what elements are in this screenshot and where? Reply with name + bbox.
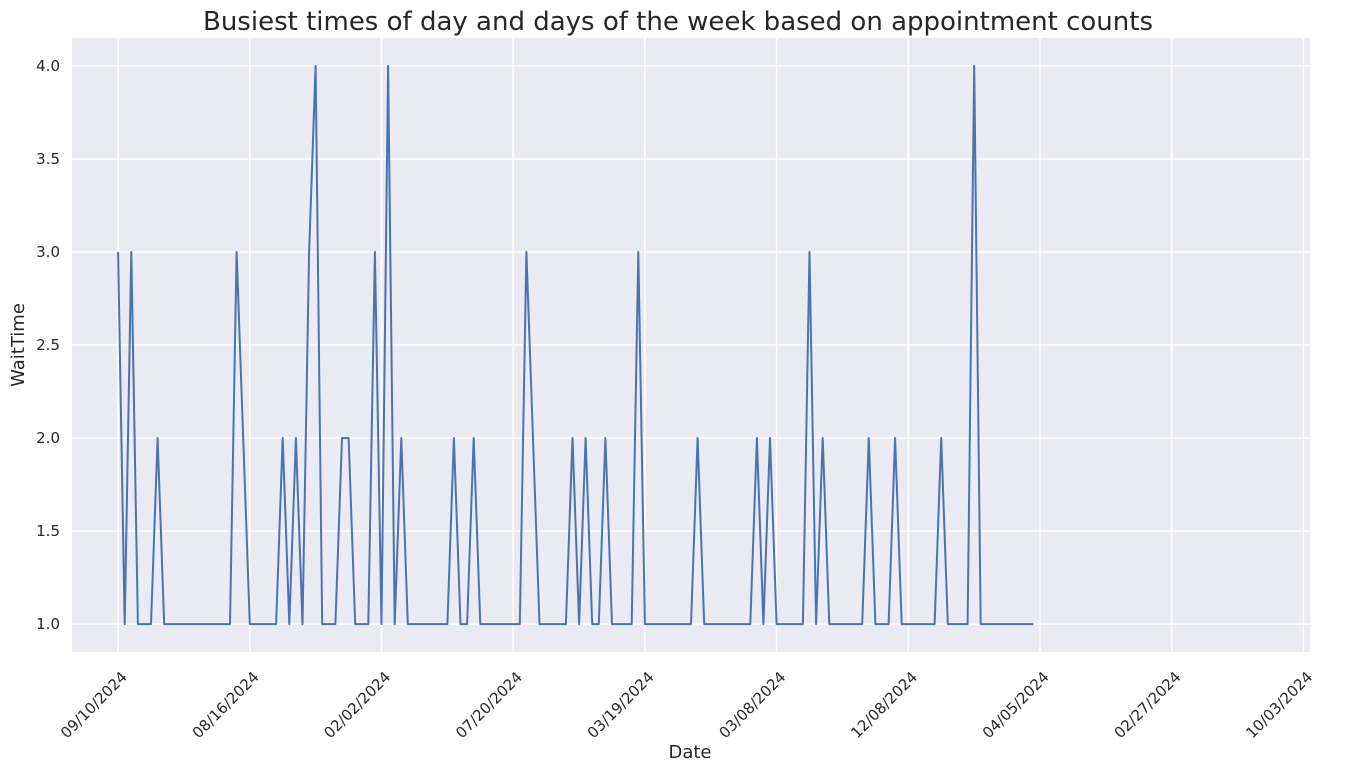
y-tick-label: 3.0 <box>36 243 60 261</box>
x-tick-label: 02/02/2024 <box>320 668 394 742</box>
x-tick-label: 07/20/2024 <box>452 668 526 742</box>
x-axis-label: Date <box>668 742 711 763</box>
y-axis-label: WaitTime <box>8 303 29 387</box>
y-tick-label: 2.0 <box>36 429 60 447</box>
y-tick-labels: 1.0 1.5 2.0 2.5 3.0 3.5 4.0 <box>36 57 60 633</box>
y-tick-label: 1.0 <box>36 615 60 633</box>
series-line <box>117 64 1034 626</box>
x-tick-label: 12/08/2024 <box>847 668 921 742</box>
y-tick-label: 1.5 <box>36 522 60 540</box>
x-tick-label: 04/05/2024 <box>979 668 1053 742</box>
x-tick-label: 03/19/2024 <box>584 668 658 742</box>
gridlines <box>72 38 1310 652</box>
y-tick-label: 3.5 <box>36 150 60 168</box>
y-tick-label: 2.5 <box>36 336 60 354</box>
x-tick-label: 09/10/2024 <box>57 668 131 742</box>
x-tick-label: 08/16/2024 <box>189 668 263 742</box>
x-tick-label: 03/08/2024 <box>715 668 789 742</box>
x-tick-labels: 09/10/2024 08/16/2024 02/02/2024 07/20/2024… <box>57 668 1316 742</box>
chart-title: Busiest times of day and days of the wee… <box>203 7 1153 37</box>
y-tick-label: 4.0 <box>36 57 60 75</box>
series-layer <box>117 64 1034 626</box>
x-tick-label: 02/27/2024 <box>1111 668 1185 742</box>
x-tick-label: 10/03/2024 <box>1242 668 1316 742</box>
